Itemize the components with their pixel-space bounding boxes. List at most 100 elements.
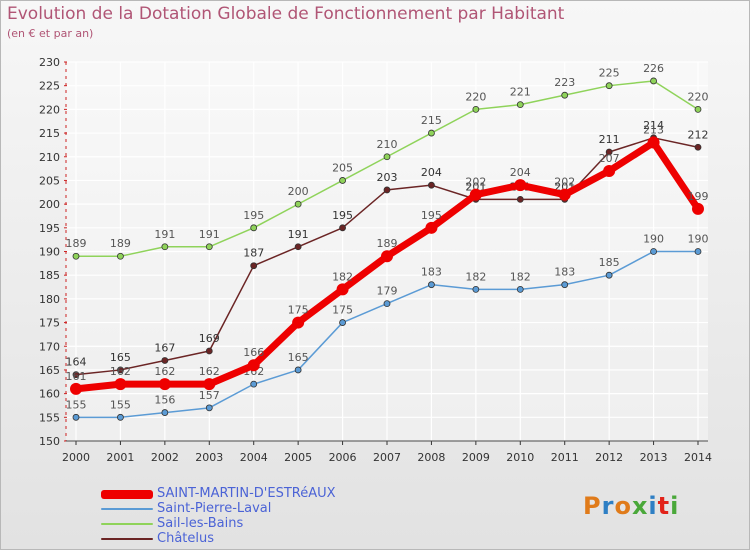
data-point bbox=[158, 378, 171, 391]
data-point bbox=[472, 105, 480, 113]
data-point bbox=[205, 404, 213, 412]
x-tick-label: 2007 bbox=[373, 451, 401, 464]
data-label: 166 bbox=[243, 346, 264, 359]
data-point bbox=[250, 224, 258, 232]
data-point bbox=[516, 101, 524, 109]
data-label: 169 bbox=[199, 332, 220, 345]
brand-logo: Proxiti bbox=[583, 492, 679, 520]
y-tick-label: 190 bbox=[39, 246, 60, 259]
data-point bbox=[428, 181, 435, 189]
data-label: 183 bbox=[421, 266, 442, 279]
data-point bbox=[694, 248, 702, 255]
data-label: 190 bbox=[688, 233, 709, 246]
data-point bbox=[205, 243, 213, 251]
brand-letter: o bbox=[614, 492, 632, 520]
y-tick-label: 200 bbox=[39, 198, 60, 211]
legend-item: Saint-Pierre-Laval bbox=[101, 502, 271, 516]
data-point bbox=[247, 359, 260, 372]
data-point bbox=[561, 281, 569, 289]
data-label: 161 bbox=[66, 370, 87, 383]
data-point bbox=[250, 380, 258, 388]
y-tick-label: 215 bbox=[39, 127, 60, 140]
data-label: 191 bbox=[288, 228, 309, 241]
data-point bbox=[605, 271, 613, 279]
data-label: 204 bbox=[421, 166, 442, 179]
data-label: 203 bbox=[377, 171, 398, 184]
brand-letter: i bbox=[648, 492, 658, 520]
x-tick-label: 2014 bbox=[684, 451, 712, 464]
data-label: 165 bbox=[110, 351, 131, 364]
data-label: 175 bbox=[288, 304, 309, 317]
data-point bbox=[561, 91, 569, 99]
data-label: 187 bbox=[243, 247, 264, 260]
data-point bbox=[294, 243, 302, 251]
data-label: 189 bbox=[110, 237, 131, 250]
data-label: 202 bbox=[554, 176, 575, 189]
data-point bbox=[383, 153, 391, 161]
data-point bbox=[605, 82, 613, 90]
y-tick-label: 150 bbox=[39, 435, 60, 448]
y-tick-label: 195 bbox=[39, 222, 60, 235]
data-label: 202 bbox=[465, 176, 486, 189]
data-point bbox=[516, 195, 524, 203]
data-label: 195 bbox=[332, 209, 353, 222]
x-tick-label: 2008 bbox=[417, 451, 445, 464]
data-point bbox=[117, 366, 124, 374]
data-point bbox=[425, 221, 438, 234]
brand-letter: P bbox=[583, 492, 602, 520]
data-label: 200 bbox=[288, 185, 309, 198]
y-tick-label: 180 bbox=[39, 293, 60, 306]
data-point bbox=[514, 179, 527, 192]
data-label: 221 bbox=[510, 86, 531, 99]
y-tick-label: 160 bbox=[39, 388, 60, 401]
data-label: 191 bbox=[154, 228, 175, 241]
y-tick-label: 225 bbox=[39, 80, 60, 93]
data-label: 214 bbox=[643, 119, 664, 132]
data-point bbox=[339, 319, 346, 326]
data-label: 211 bbox=[599, 133, 620, 146]
data-label: 162 bbox=[154, 365, 175, 378]
data-point bbox=[383, 300, 391, 308]
data-label: 225 bbox=[599, 67, 620, 80]
brand-letter: x bbox=[631, 492, 649, 520]
data-point bbox=[603, 164, 616, 177]
data-label: 207 bbox=[599, 152, 620, 165]
data-label: 199 bbox=[688, 190, 709, 203]
x-tick-label: 2013 bbox=[640, 451, 668, 464]
data-label: 179 bbox=[377, 285, 398, 298]
x-tick-label: 2001 bbox=[106, 451, 134, 464]
data-label: 165 bbox=[288, 351, 309, 364]
data-point bbox=[114, 378, 127, 391]
data-point bbox=[694, 143, 702, 151]
data-point bbox=[428, 129, 435, 137]
brand-letter: r bbox=[601, 492, 615, 520]
data-point bbox=[383, 186, 391, 194]
legend-item: SAINT-MARTIN-D'ESTRéAUX bbox=[101, 487, 336, 501]
data-point bbox=[694, 105, 702, 113]
data-label: 213 bbox=[643, 124, 664, 137]
y-tick-label: 220 bbox=[39, 103, 60, 116]
data-label: 185 bbox=[599, 256, 620, 269]
legend-item: Sail-les-Bains bbox=[101, 517, 243, 531]
data-label: 162 bbox=[199, 365, 220, 378]
data-point bbox=[339, 224, 346, 232]
data-point bbox=[161, 243, 169, 251]
y-tick-label: 170 bbox=[39, 340, 60, 353]
data-point bbox=[428, 281, 435, 289]
x-tick-label: 2005 bbox=[284, 451, 312, 464]
data-label: 155 bbox=[110, 398, 131, 411]
data-label: 164 bbox=[66, 356, 87, 369]
data-label: 183 bbox=[554, 266, 575, 279]
x-tick-label: 2010 bbox=[506, 451, 534, 464]
data-point bbox=[117, 252, 124, 260]
data-point bbox=[70, 382, 82, 395]
data-point bbox=[294, 200, 302, 208]
legend-label: SAINT-MARTIN-D'ESTRéAUX bbox=[157, 486, 336, 501]
x-tick-label: 2006 bbox=[329, 451, 357, 464]
data-label: 182 bbox=[465, 270, 486, 283]
y-tick-label: 155 bbox=[39, 411, 60, 424]
x-tick-label: 2004 bbox=[240, 451, 268, 464]
y-tick-label: 205 bbox=[39, 174, 60, 187]
data-label: 191 bbox=[199, 228, 220, 241]
